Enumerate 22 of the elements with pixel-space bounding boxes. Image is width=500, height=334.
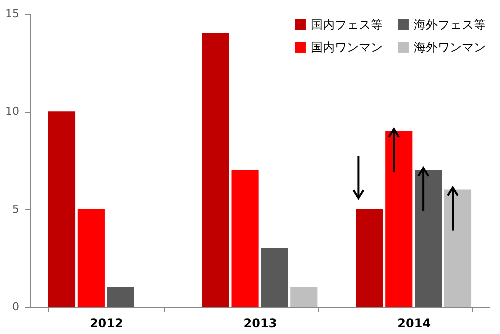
- bar: [290, 287, 318, 307]
- legend-label: 国内ワンマン: [311, 40, 383, 54]
- bar: [261, 248, 288, 307]
- legend-label: 国内フェス等: [311, 18, 383, 32]
- bar: [232, 170, 259, 307]
- bar: [48, 112, 76, 307]
- x-tick-label: 2013: [244, 316, 278, 330]
- bar: [107, 287, 134, 307]
- legend-label: 海外ワンマン: [414, 40, 486, 54]
- x-tick-label: 2012: [90, 316, 124, 330]
- bar: [444, 190, 472, 307]
- bar: [78, 209, 105, 307]
- bar: [202, 34, 230, 307]
- y-tick-label: 15: [6, 8, 20, 20]
- x-tick-label: 2014: [398, 316, 432, 330]
- legend-label: 海外フェス等: [414, 18, 486, 32]
- bar: [356, 209, 384, 307]
- y-tick-label: 0: [12, 300, 20, 314]
- y-tick-label: 5: [12, 202, 20, 216]
- bar: [386, 131, 413, 307]
- bar: [415, 170, 442, 307]
- y-tick-label: 10: [6, 105, 20, 118]
